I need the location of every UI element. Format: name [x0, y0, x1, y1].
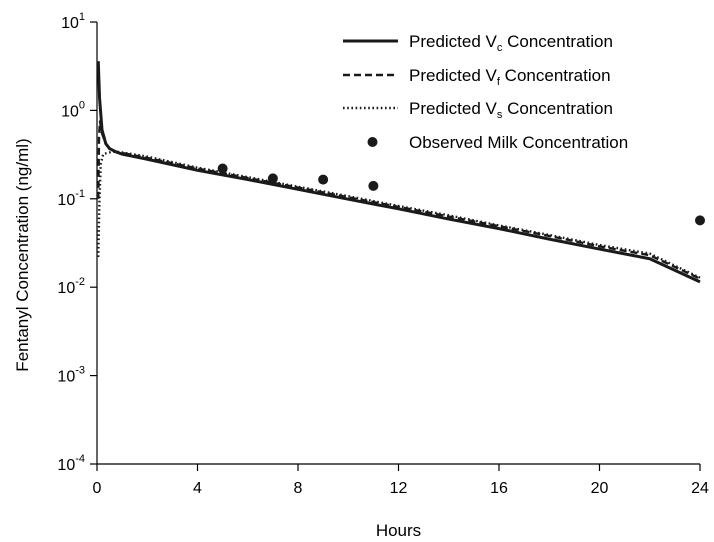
x-tick-label: 4	[193, 480, 202, 497]
y-tick-label: 100	[61, 99, 85, 120]
y-tick-label: 10-1	[57, 188, 85, 209]
legend: Predicted Vc Concentration Predicted Vf C…	[343, 32, 628, 152]
legend-label-vc: Predicted Vc Concentration	[409, 32, 613, 54]
observed-points	[217, 163, 705, 226]
legend-label-vf: Predicted Vf Concentration	[409, 66, 611, 88]
observed-point	[318, 174, 329, 185]
x-axis-label: Hours	[376, 521, 421, 540]
series-layer	[96, 61, 701, 284]
legend-label-vs: Predicted Vs Concentration	[409, 99, 613, 121]
observed-point	[267, 173, 278, 184]
y-axis-label: Fentanyl Concentration (ng/ml)	[13, 138, 32, 371]
series-line-vs	[97, 150, 701, 279]
x-tick-label: 0	[93, 480, 102, 497]
y-tick-label: 10-2	[57, 276, 85, 297]
x-tick-label: 12	[390, 480, 408, 497]
x-tick-label: 8	[294, 480, 303, 497]
y-tick-label: 10-4	[57, 453, 85, 474]
observed-point	[368, 180, 379, 191]
x-tick-label: 24	[691, 480, 709, 497]
legend-label-observed: Observed Milk Concentration	[409, 133, 628, 152]
observed-point	[217, 163, 228, 174]
x-tick-label: 20	[591, 480, 609, 497]
axes: 0 4 8 12 16 20 24 101 100 10-1 10-2 10-3 10-4	[57, 11, 709, 497]
y-tick-label: 101	[61, 11, 85, 32]
legend-swatch-observed	[367, 137, 378, 147]
y-tick-label: 10-3	[57, 365, 85, 386]
observed-point	[695, 215, 705, 226]
x-tick-label: 16	[490, 480, 508, 497]
